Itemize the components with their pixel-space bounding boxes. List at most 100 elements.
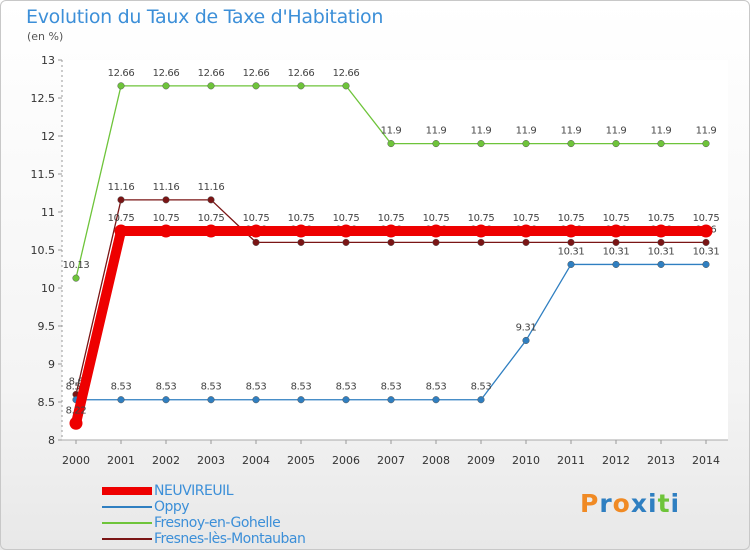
data-point-neuvireuil — [69, 416, 83, 430]
data-label-fresnoy-en-gohelle: 12.66 — [198, 68, 225, 79]
data-point-oppy — [567, 260, 575, 268]
data-point-oppy — [252, 396, 260, 404]
logo-letter: r — [599, 489, 613, 518]
data-label-neuvireuil: 10.75 — [108, 213, 135, 224]
data-label-neuvireuil: 10.75 — [198, 213, 225, 224]
data-label-neuvireuil: 10.75 — [153, 213, 180, 224]
plot-area — [62, 60, 728, 440]
data-point-fresnoy-en-gohelle — [387, 140, 395, 148]
data-point-fresnes-les-montauban — [612, 238, 620, 246]
data-label-oppy: 10.31 — [558, 246, 585, 257]
data-label-fresnoy-en-gohelle: 12.66 — [153, 68, 180, 79]
data-label-fresnoy-en-gohelle: 11.9 — [561, 126, 582, 137]
data-label-neuvireuil: 10.75 — [333, 213, 360, 224]
legend-label: Fresnoy-en-Gohelle — [154, 515, 281, 531]
data-point-neuvireuil — [564, 224, 578, 238]
data-point-fresnoy-en-gohelle — [522, 140, 530, 148]
data-label-oppy: 10.31 — [603, 246, 630, 257]
data-label-neuvireuil: 10.75 — [378, 213, 405, 224]
x-tick-label: 2010 — [512, 454, 540, 467]
data-point-oppy — [342, 396, 350, 404]
legend-swatch — [102, 487, 152, 495]
data-point-oppy — [387, 396, 395, 404]
data-point-oppy — [297, 396, 305, 404]
data-point-fresnoy-en-gohelle — [297, 82, 305, 90]
data-point-oppy — [207, 396, 215, 404]
x-tick-label: 2011 — [557, 454, 585, 467]
data-label-oppy: 8.53 — [111, 382, 132, 393]
data-label-fresnoy-en-gohelle: 11.9 — [606, 126, 627, 137]
logo-letter: x — [630, 489, 648, 518]
legend-label: NEUVIREUIL — [154, 483, 234, 499]
data-label-fresnes-les-montauban: 11.16 — [108, 182, 135, 193]
data-point-fresnoy-en-gohelle — [117, 82, 125, 90]
data-label-oppy: 8.53 — [201, 382, 222, 393]
y-tick-label: 9 — [48, 358, 55, 371]
data-point-oppy — [522, 336, 530, 344]
data-point-neuvireuil — [609, 224, 623, 238]
data-point-neuvireuil — [654, 224, 668, 238]
data-point-fresnoy-en-gohelle — [477, 140, 485, 148]
data-point-fresnes-les-montauban — [252, 238, 260, 246]
legend-label: Oppy — [154, 499, 190, 515]
data-label-fresnoy-en-gohelle: 12.66 — [243, 68, 270, 79]
data-label-neuvireuil: 10.75 — [603, 213, 630, 224]
data-label-oppy: 8.53 — [291, 382, 312, 393]
data-label-neuvireuil: 10.75 — [513, 213, 540, 224]
data-point-fresnes-les-montauban — [657, 238, 665, 246]
data-point-fresnes-les-montauban — [117, 196, 125, 204]
data-label-neuvireuil: 10.75 — [423, 213, 450, 224]
data-label-oppy: 8.53 — [381, 382, 402, 393]
data-point-fresnes-les-montauban — [432, 238, 440, 246]
data-point-fresnoy-en-gohelle — [702, 140, 710, 148]
data-point-fresnes-les-montauban — [207, 196, 215, 204]
data-point-neuvireuil — [474, 224, 488, 238]
data-point-fresnoy-en-gohelle — [162, 82, 170, 90]
data-point-fresnes-les-montauban — [702, 238, 710, 246]
data-point-oppy — [477, 396, 485, 404]
x-tick-label: 2007 — [377, 454, 405, 467]
data-label-neuvireuil: 10.75 — [693, 213, 720, 224]
data-label-fresnoy-en-gohelle: 10.13 — [63, 260, 90, 271]
data-label-neuvireuil: 8.22 — [66, 405, 87, 416]
logo-letter: i — [648, 489, 658, 518]
y-tick-label: 10.5 — [31, 244, 56, 257]
data-point-oppy — [162, 396, 170, 404]
y-tick-label: 12 — [41, 130, 55, 143]
data-label-oppy: 10.31 — [693, 246, 720, 257]
data-point-fresnes-les-montauban — [342, 238, 350, 246]
data-label-fresnoy-en-gohelle: 12.66 — [333, 68, 360, 79]
data-point-fresnoy-en-gohelle — [342, 82, 350, 90]
data-point-oppy — [612, 260, 620, 268]
data-point-neuvireuil — [339, 224, 353, 238]
data-label-fresnoy-en-gohelle: 11.9 — [426, 126, 447, 137]
x-tick-label: 2004 — [242, 454, 270, 467]
x-tick-label: 2005 — [287, 454, 315, 467]
proxiti-logo: Proxiti — [580, 489, 680, 518]
data-label-oppy: 9.31 — [516, 322, 537, 333]
data-point-neuvireuil — [249, 224, 263, 238]
data-point-neuvireuil — [384, 224, 398, 238]
x-tick-label: 2008 — [422, 454, 450, 467]
chart-title: Evolution du Taux de Taxe d'Habitation — [26, 6, 384, 28]
data-label-fresnoy-en-gohelle: 11.9 — [651, 126, 672, 137]
x-tick-label: 2000 — [62, 454, 90, 467]
data-label-neuvireuil: 10.75 — [243, 213, 270, 224]
data-point-fresnoy-en-gohelle — [432, 140, 440, 148]
data-label-neuvireuil: 10.75 — [468, 213, 495, 224]
data-point-fresnes-les-montauban — [162, 196, 170, 204]
data-label-oppy: 10.31 — [648, 246, 675, 257]
data-point-fresnoy-en-gohelle — [207, 82, 215, 90]
logo-letter: P — [580, 489, 600, 518]
x-tick-label: 2006 — [332, 454, 360, 467]
data-point-neuvireuil — [204, 224, 218, 238]
data-label-neuvireuil: 10.75 — [288, 213, 315, 224]
data-label-oppy: 8.53 — [66, 382, 87, 393]
data-label-oppy: 8.53 — [246, 382, 267, 393]
data-point-neuvireuil — [114, 224, 128, 238]
legend-swatch — [102, 506, 152, 508]
chart-unit-label: (en %) — [27, 30, 64, 43]
data-point-fresnes-les-montauban — [477, 238, 485, 246]
x-tick-label: 2009 — [467, 454, 495, 467]
x-tick-label: 2003 — [197, 454, 225, 467]
